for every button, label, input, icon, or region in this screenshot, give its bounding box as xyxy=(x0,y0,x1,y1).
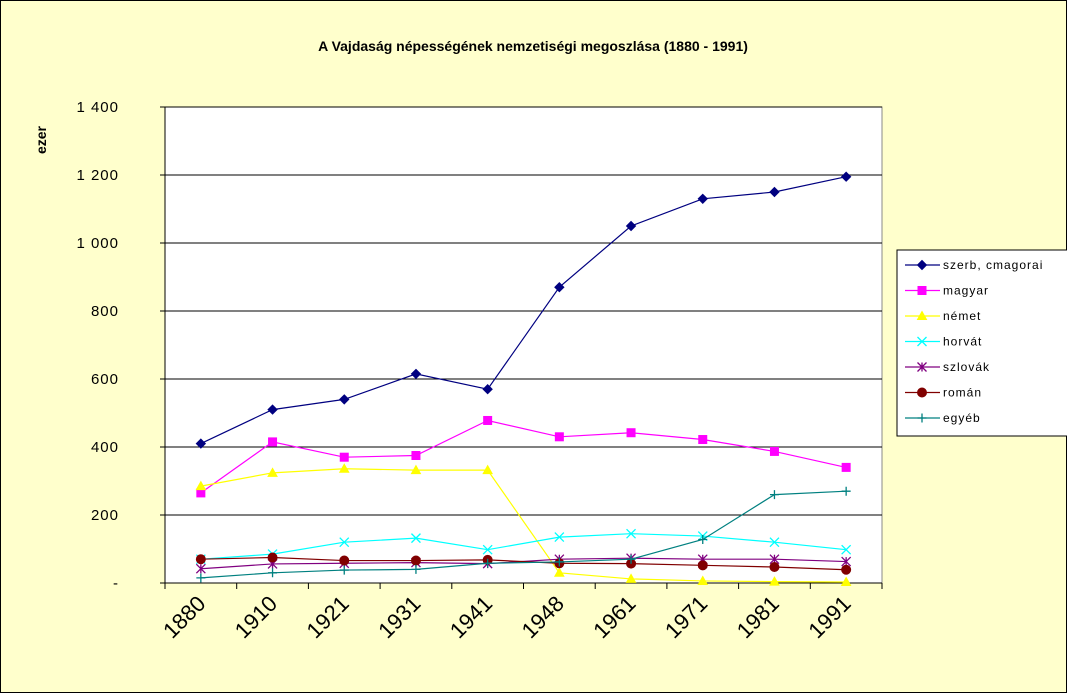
marker xyxy=(482,383,493,395)
legend-label: szerb, cmagorai xyxy=(943,258,1043,272)
marker xyxy=(339,555,350,566)
marker xyxy=(769,446,779,456)
marker xyxy=(267,467,278,477)
marker xyxy=(697,560,708,571)
series-line xyxy=(200,176,847,445)
marker xyxy=(195,480,207,491)
marker xyxy=(698,534,708,544)
legend-label: szlovák xyxy=(943,360,990,374)
marker xyxy=(339,394,350,405)
marker xyxy=(554,281,565,293)
marker xyxy=(769,186,780,198)
marker xyxy=(626,554,636,564)
marker xyxy=(841,462,851,472)
marker xyxy=(410,533,421,544)
marker xyxy=(411,451,421,460)
marker xyxy=(626,428,636,438)
marker xyxy=(917,387,927,398)
marker xyxy=(769,576,780,586)
y-tick-label: 400 xyxy=(91,439,119,456)
marker xyxy=(554,432,564,442)
marker xyxy=(267,552,278,563)
y-tick-label: 200 xyxy=(91,507,119,524)
marker xyxy=(917,336,927,347)
series-line xyxy=(200,468,847,583)
series-line xyxy=(200,419,847,494)
marker xyxy=(697,575,709,585)
legend-label: német xyxy=(943,309,981,323)
legend-label: egyéb xyxy=(943,411,981,425)
marker xyxy=(410,464,422,475)
y-axis-label: ezer xyxy=(33,125,49,154)
marker xyxy=(626,528,637,539)
marker xyxy=(338,463,350,473)
legend-label: magyar xyxy=(943,284,989,298)
marker xyxy=(267,404,278,415)
marker xyxy=(840,576,852,586)
y-tick-label: - xyxy=(113,575,119,592)
marker xyxy=(554,557,564,567)
marker xyxy=(410,555,421,566)
series-line xyxy=(200,490,847,579)
marker xyxy=(554,532,565,543)
marker xyxy=(698,435,708,445)
marker xyxy=(917,413,927,423)
marker xyxy=(339,537,350,548)
legend xyxy=(896,249,1067,437)
marker xyxy=(339,565,349,575)
marker xyxy=(625,573,637,583)
legend-label: román xyxy=(943,386,982,400)
marker xyxy=(769,490,779,500)
y-tick-label: 1 400 xyxy=(76,99,119,116)
marker xyxy=(769,562,780,573)
marker xyxy=(841,486,851,496)
marker xyxy=(195,438,207,449)
marker xyxy=(410,368,422,380)
marker xyxy=(196,573,206,583)
marker xyxy=(268,568,278,578)
marker xyxy=(482,544,493,555)
marker xyxy=(840,171,852,182)
marker xyxy=(483,415,493,425)
plot-area xyxy=(164,106,883,584)
marker xyxy=(916,259,928,271)
y-tick-label: 1 200 xyxy=(76,167,119,184)
marker xyxy=(195,554,206,565)
marker xyxy=(483,558,493,568)
y-tick-label: 800 xyxy=(91,303,119,320)
marker xyxy=(268,437,278,447)
marker xyxy=(916,310,928,320)
series-line xyxy=(200,556,847,571)
marker xyxy=(769,537,780,548)
marker xyxy=(195,563,206,574)
marker xyxy=(917,286,927,295)
marker xyxy=(841,544,852,555)
marker xyxy=(917,362,927,372)
marker xyxy=(841,564,852,575)
marker xyxy=(625,220,637,232)
series-line xyxy=(200,533,847,560)
marker xyxy=(482,464,494,475)
marker xyxy=(411,564,421,574)
marker xyxy=(841,556,852,567)
marker xyxy=(697,193,708,205)
y-tick-label: 600 xyxy=(91,371,119,388)
marker xyxy=(339,452,349,462)
y-tick-label: 1 000 xyxy=(76,235,119,252)
chart-title: A Vajdaság népességének nemzetiségi mego… xyxy=(318,38,748,54)
legend-label: horvát xyxy=(943,335,982,349)
marker xyxy=(553,567,565,577)
